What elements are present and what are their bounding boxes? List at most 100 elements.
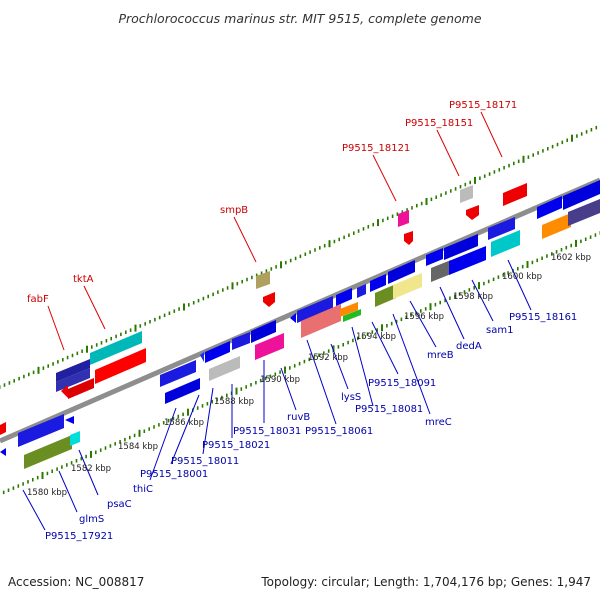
gene-label-P9515_17921[interactable]: P9515_17921 (45, 531, 113, 542)
scale-label: 1594 kbp (356, 332, 396, 342)
leader-tktA (83, 285, 106, 330)
gene-label-lysS[interactable]: lysS (341, 392, 361, 403)
gene-label-P9515_18161[interactable]: P9515_18161 (509, 312, 577, 323)
gene-feature[interactable] (56, 368, 90, 392)
leader-P9515_18061 (306, 339, 337, 425)
gene-label-psaC[interactable]: psaC (107, 499, 132, 510)
gene-feature[interactable] (0, 422, 6, 435)
gene-feature[interactable] (336, 288, 352, 306)
gene-feature[interactable] (255, 333, 284, 360)
gene-feature[interactable] (563, 180, 600, 210)
gene-feature[interactable] (70, 431, 80, 446)
gene-feature-smpB[interactable] (256, 271, 270, 289)
leader-P9515_18161 (507, 259, 532, 311)
gene-feature[interactable] (61, 385, 68, 398)
gene-feature[interactable] (388, 260, 415, 284)
gene-feature[interactable] (0, 448, 6, 456)
gene-feature[interactable] (542, 213, 571, 239)
scale-label: 1590 kbp (260, 375, 300, 385)
leader-P9515_18001 (170, 394, 200, 465)
scale-label: 1596 kbp (404, 312, 444, 322)
gene-label-P9515_18011[interactable]: P9515_18011 (171, 456, 239, 467)
gene-feature[interactable] (165, 378, 200, 404)
gene-feature[interactable] (431, 260, 451, 282)
scale-labels: 1580 kbp 1582 kbp 1584 kbp 1586 kbp 1588… (27, 253, 591, 498)
forward-strand-features (56, 180, 600, 404)
scale-label: 1580 kbp (27, 488, 67, 498)
gene-feature[interactable] (426, 248, 443, 266)
leader-P9515_18011 (202, 387, 214, 455)
gene-feature[interactable] (537, 196, 562, 219)
gene-feature[interactable] (263, 292, 275, 307)
scale-label: 1602 kbp (551, 253, 591, 263)
gene-feature[interactable] (297, 296, 333, 323)
leader-smpB (233, 216, 257, 263)
reverse-strand-features (0, 414, 80, 469)
gene-label-P9515_18031[interactable]: P9515_18031 (233, 426, 301, 437)
gene-feature[interactable] (301, 304, 341, 338)
gene-feature[interactable] (340, 302, 358, 317)
gene-feature[interactable] (488, 217, 515, 240)
gene-label-P9515_18061[interactable]: P9515_18061 (305, 426, 373, 437)
leader-mreB (409, 300, 437, 348)
gene-feature[interactable] (209, 356, 240, 381)
gene-label-P9515_18151[interactable]: P9515_18151 (405, 118, 473, 129)
leader-lysS (330, 343, 349, 390)
gene-label-P9515_18121[interactable]: P9515_18121 (342, 143, 410, 154)
gene-feature[interactable] (466, 205, 479, 220)
leader-psaC (78, 449, 99, 496)
gene-feature[interactable] (68, 378, 94, 399)
gene-feature[interactable] (24, 435, 72, 469)
gene-feature[interactable] (375, 284, 396, 307)
leader-thiC (149, 407, 177, 481)
gene-label-smpB[interactable]: smpB (220, 205, 248, 216)
gene-feature-tktA[interactable] (90, 331, 142, 365)
gene-label-mreC[interactable]: mreC (425, 417, 452, 428)
accession-text: Accession: NC_008817 (8, 575, 144, 589)
gene-feature-P9515_18171[interactable] (503, 183, 527, 206)
gene-feature[interactable] (232, 332, 250, 350)
gene-feature[interactable] (251, 320, 276, 343)
gene-feature[interactable] (404, 231, 413, 245)
gene-feature[interactable] (449, 246, 486, 275)
leader-mreC (392, 313, 431, 415)
gene-label-sam1[interactable]: sam1 (486, 325, 513, 336)
gene-feature[interactable] (568, 199, 600, 226)
gene-feature[interactable] (290, 313, 296, 323)
gene-feature-P9515_18121[interactable] (398, 210, 409, 227)
gene-label-P9515_18001[interactable]: P9515_18001 (140, 469, 208, 480)
leader-lines (22, 111, 532, 531)
gene-feature-fabF[interactable] (56, 359, 90, 382)
gene-feature[interactable] (491, 230, 520, 257)
gene-feature[interactable] (343, 309, 361, 322)
gene-label-fabF[interactable]: fabF (27, 294, 49, 305)
gene-feature[interactable] (95, 348, 146, 384)
gene-feature-P9515_18151[interactable] (460, 185, 473, 203)
gene-label-ruvB[interactable]: ruvB (287, 412, 310, 423)
scale-tick-track (0, 125, 600, 495)
gene-label-P9515_18021[interactable]: P9515_18021 (202, 440, 270, 451)
gene-feature[interactable] (65, 416, 74, 424)
gene-label-P9515_18091[interactable]: P9515_18091 (368, 378, 436, 389)
gene-label-tktA[interactable]: tktA (73, 274, 94, 285)
gene-label-thiC[interactable]: thiC (133, 484, 153, 495)
gene-feature[interactable] (160, 360, 196, 387)
gene-feature[interactable] (370, 274, 386, 292)
gene-label-P9515_18081[interactable]: P9515_18081 (355, 404, 423, 415)
gene-label-dedA[interactable]: dedA (456, 341, 482, 352)
gene-feature[interactable] (200, 352, 204, 362)
scale-label: 1584 kbp (118, 442, 158, 452)
gene-feature[interactable] (393, 273, 422, 299)
scale-label: 1598 kbp (453, 292, 493, 302)
reverse-gene-labels: P9515_17921 glmS psaC thiC P9515_18001 P… (45, 312, 577, 542)
gene-label-glmS[interactable]: glmS (79, 514, 104, 525)
leader-P9515_18151 (436, 129, 460, 177)
gene-label-mreB[interactable]: mreB (427, 350, 454, 361)
leader-P9515_18171 (480, 111, 503, 158)
gene-feature[interactable] (205, 341, 230, 363)
scale-label: 1600 kbp (502, 272, 542, 282)
gene-label-P9515_18171[interactable]: P9515_18171 (449, 100, 517, 111)
gene-feature[interactable] (357, 284, 366, 298)
gene-feature[interactable] (444, 234, 478, 260)
gene-feature[interactable] (18, 414, 64, 447)
